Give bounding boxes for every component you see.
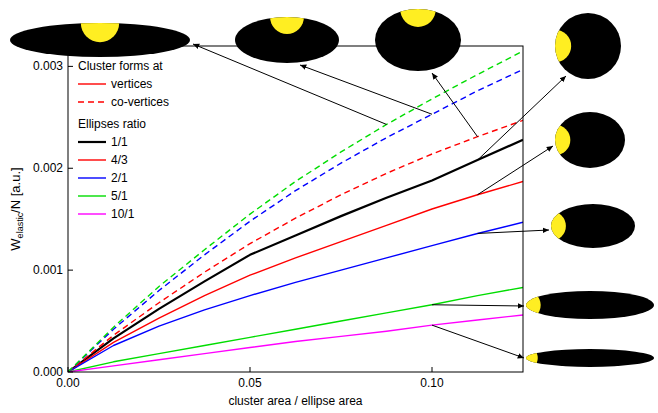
y-tick-label: 0.000 xyxy=(33,365,63,379)
legend-swatch xyxy=(78,83,106,84)
legend-swatch xyxy=(78,159,106,160)
legend-swatch xyxy=(78,195,106,196)
cluster xyxy=(539,30,571,62)
y-axis-title: Welastic/N [a.u.] xyxy=(8,167,25,250)
thumbnail xyxy=(536,204,635,248)
arrow xyxy=(478,146,554,195)
y-axis-title-part: W xyxy=(8,238,23,251)
series-line xyxy=(68,120,523,372)
arrow xyxy=(300,65,432,114)
plot-area xyxy=(68,46,523,372)
plot-frame xyxy=(68,46,523,372)
thumbnail xyxy=(375,0,461,71)
x-tick xyxy=(250,367,251,372)
ellipse xyxy=(526,349,654,367)
x-tick-label: 0.10 xyxy=(420,376,444,390)
series-line xyxy=(68,69,523,372)
legend-label: vertices xyxy=(111,77,152,91)
cluster xyxy=(514,346,538,370)
series-line xyxy=(68,51,523,372)
series-group xyxy=(68,51,523,372)
legend-swatch xyxy=(78,213,106,214)
legend-label: co-vertices xyxy=(111,95,169,109)
arrow xyxy=(432,305,524,306)
legend-swatch xyxy=(78,101,106,102)
y-tick-label: 0.001 xyxy=(33,263,63,277)
y-tick-label: 0.002 xyxy=(33,161,63,175)
y-tick-label: 0.003 xyxy=(33,59,63,73)
chart: 0.000.050.100.0000.0010.0020.003cluster … xyxy=(0,0,658,413)
legend-label: 1/1 xyxy=(111,135,128,149)
legend-label: 5/1 xyxy=(111,189,128,203)
y-tick xyxy=(68,66,73,67)
y-tick xyxy=(68,372,73,373)
thumbnail xyxy=(540,112,625,168)
thumbnail xyxy=(511,290,654,319)
arrow xyxy=(432,325,524,358)
x-tick xyxy=(432,367,433,372)
series-line xyxy=(68,181,523,372)
legend-title: Cluster forms at xyxy=(78,59,163,73)
arrow xyxy=(478,230,550,233)
legend-label: 10/1 xyxy=(111,207,135,221)
arrow xyxy=(478,76,567,160)
legend-label: 2/1 xyxy=(111,171,128,185)
thumbnail xyxy=(235,0,339,63)
cluster xyxy=(270,0,304,34)
series-line xyxy=(68,287,523,372)
series-line xyxy=(68,222,523,372)
y-axis-title-part: /N [a.u.] xyxy=(8,167,23,213)
annotations xyxy=(10,0,654,370)
x-tick xyxy=(68,367,69,372)
legend-label: 4/3 xyxy=(111,153,128,167)
cluster xyxy=(511,290,540,319)
thumbnail xyxy=(10,4,190,57)
legend-swatch xyxy=(78,177,106,178)
series-line xyxy=(68,315,523,372)
thumbnail xyxy=(514,346,654,370)
cluster xyxy=(81,4,119,42)
x-tick-label: 0.05 xyxy=(238,376,262,390)
ellipse xyxy=(526,291,654,319)
thumbnail xyxy=(539,13,621,79)
legend-title: Ellipses ratio xyxy=(78,117,146,131)
legend: Cluster forms at vertices co-vertices Ellip… xyxy=(78,59,169,221)
y-tick xyxy=(68,168,73,169)
cluster xyxy=(540,125,571,156)
y-tick xyxy=(68,270,73,271)
y-axis-title-part: elastic xyxy=(15,212,25,238)
cluster xyxy=(536,211,566,241)
cluster xyxy=(400,0,436,27)
legend-swatch xyxy=(78,141,106,143)
series-line xyxy=(68,140,523,372)
arrow xyxy=(432,73,478,137)
x-axis-title: cluster area / ellipse area xyxy=(228,394,362,408)
